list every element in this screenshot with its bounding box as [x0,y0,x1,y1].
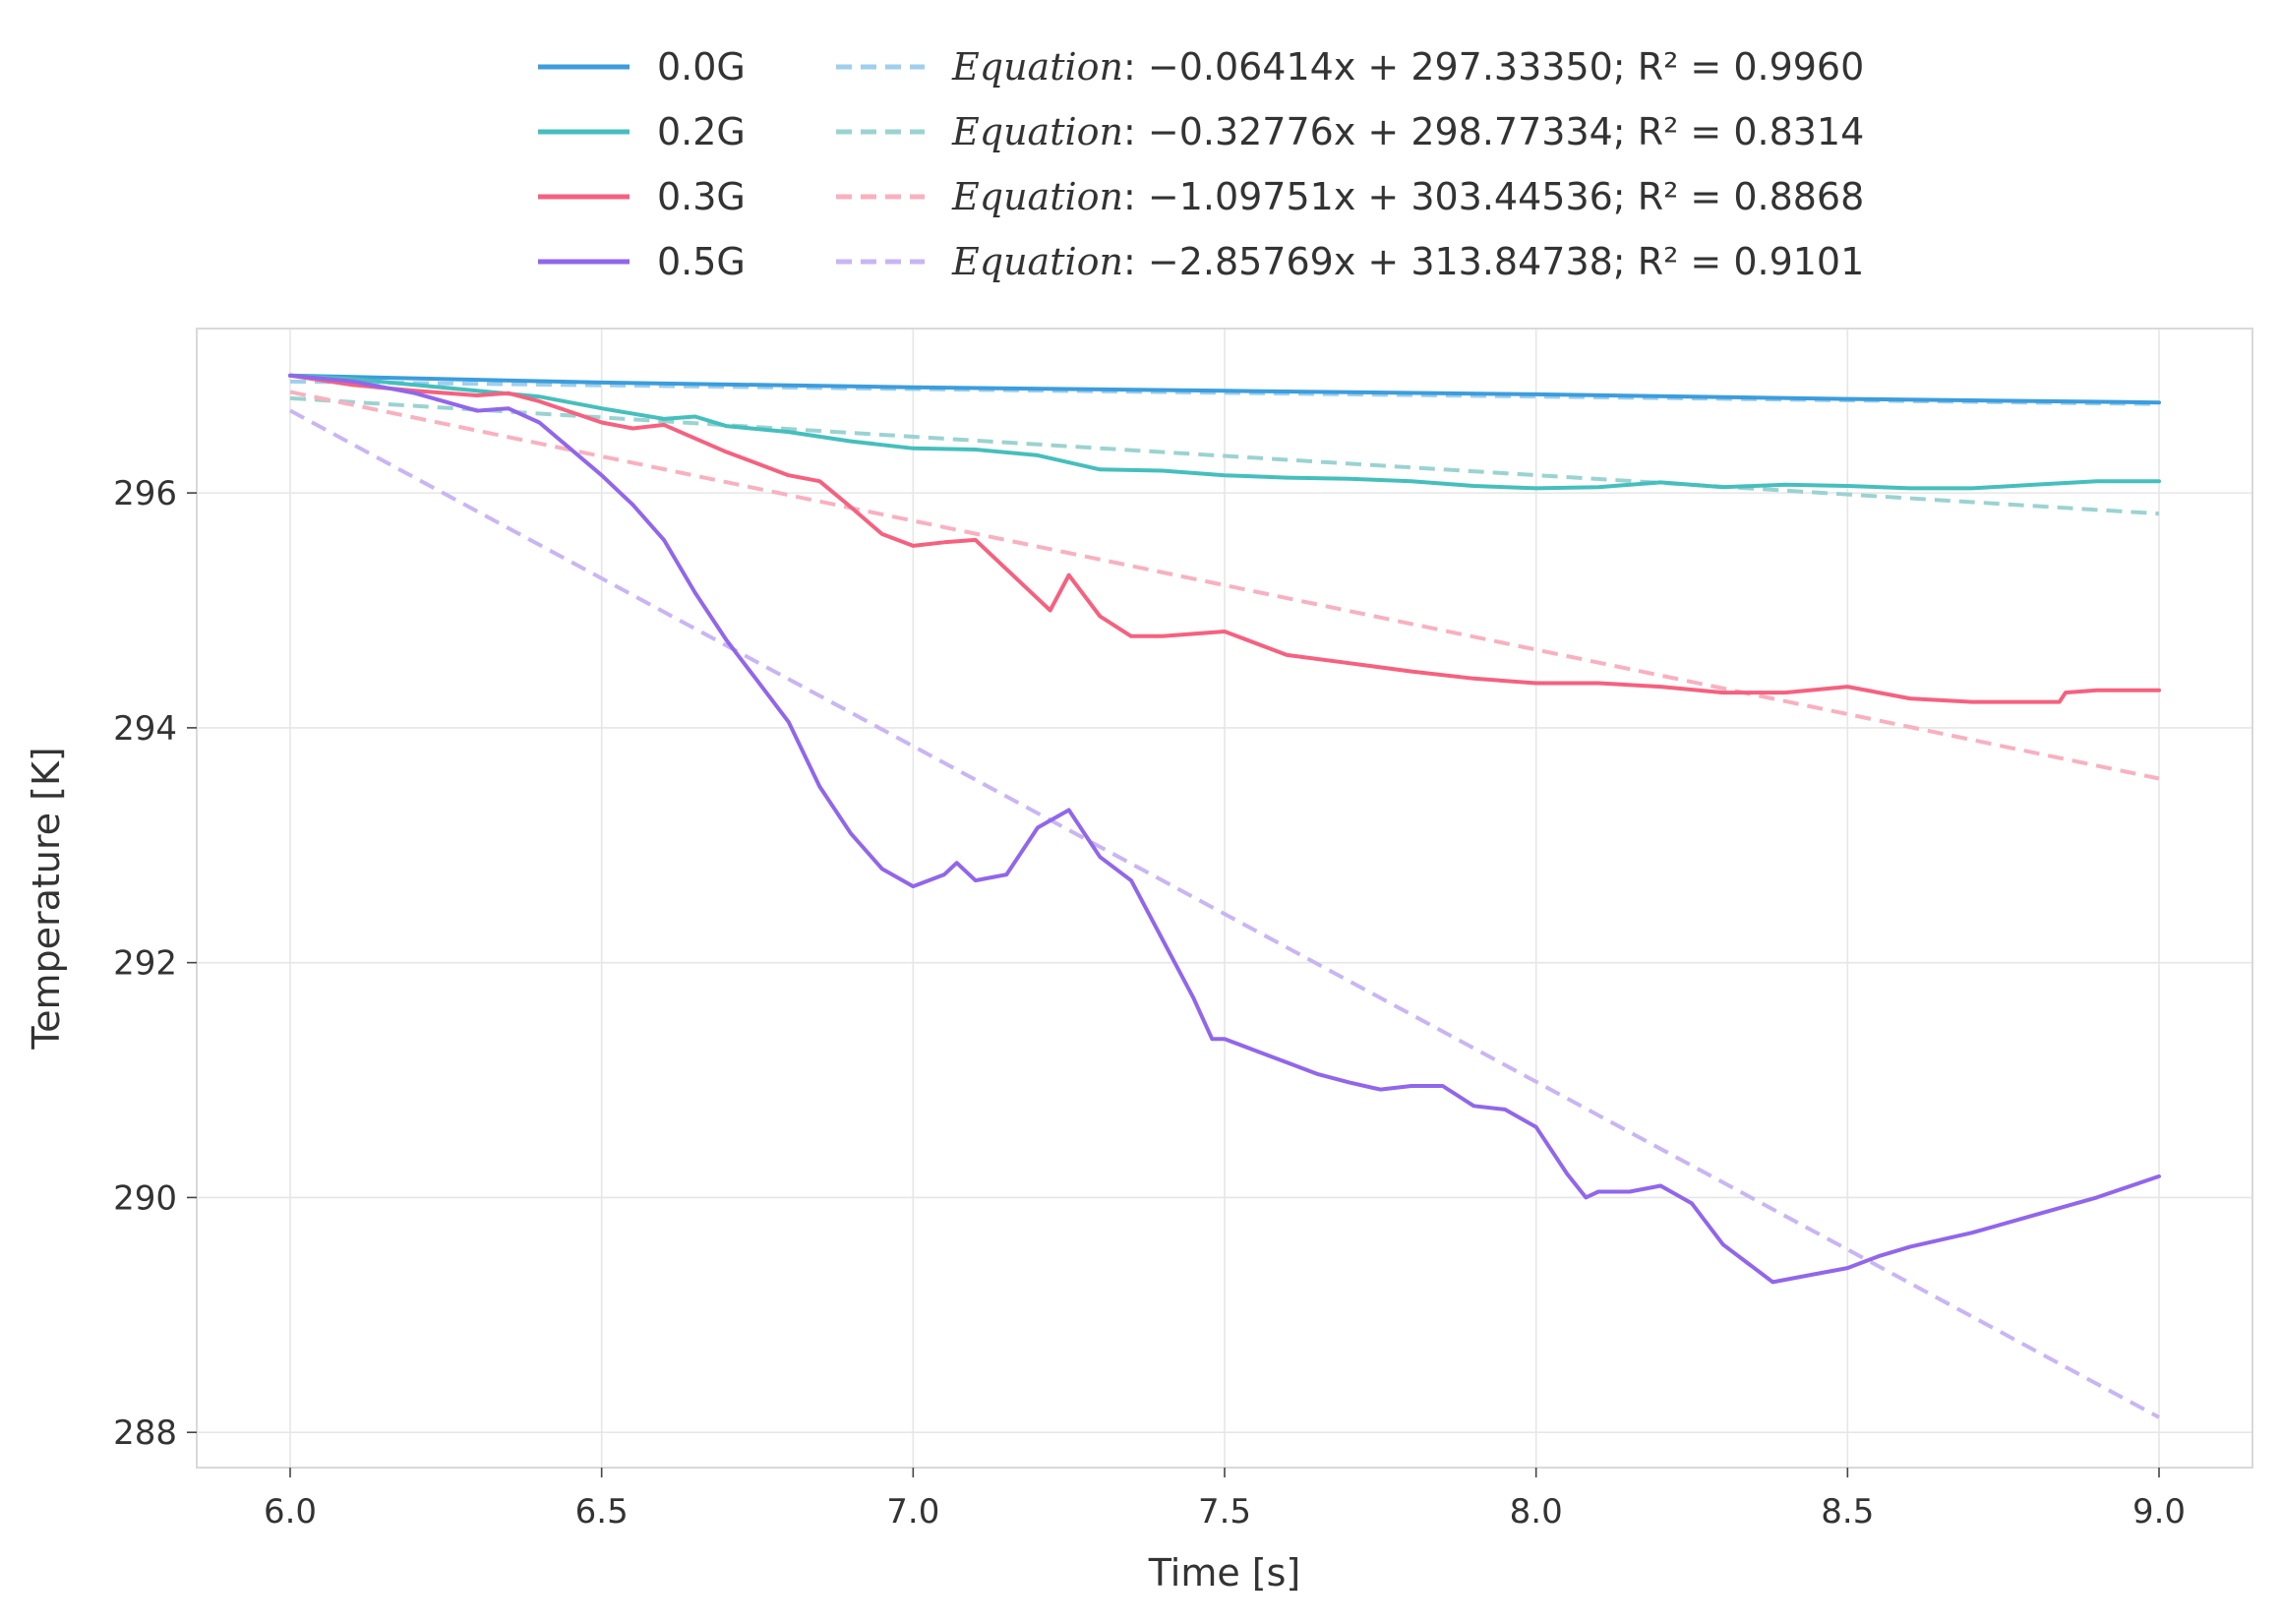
fit-line [289,395,2160,516]
tick-layer: 6.0 6.5 7.0 7.5 8.0 8.5 9.0 288 290 292 294 296 [113,474,2186,1532]
legend-fit-label-prefix: Equation [951,45,1123,89]
x-tick-label: 7.0 [886,1492,939,1532]
legend-fit-label-equation: : −0.32776x + 298.77334; R² = 0.8314 [1123,110,1864,153]
legend-series-label: 0.0G [657,45,746,89]
legend-series-label: 0.5G [657,240,746,283]
legend-series-label: 0.3G [657,175,746,218]
y-tick-label: 292 [113,944,177,984]
series-line [288,373,2161,704]
x-tick-label: 8.5 [1821,1492,1874,1532]
fit-line [289,408,2160,1419]
series-line [288,373,2161,1285]
x-axis-label: Time [s] [1148,1551,1301,1594]
legend-fit-label: Equation: −0.32776x + 298.77334; R² = 0.… [951,110,1864,153]
y-tick-label: 296 [113,474,177,513]
legend-fit-label-equation: : −2.85769x + 313.84738; R² = 0.9101 [1123,240,1864,283]
series-line [288,373,2161,405]
series-line [288,373,2161,491]
legend-fit-label-prefix: Equation [951,175,1123,218]
legend-fit-label: Equation: −2.85769x + 313.84738; R² = 0.… [951,240,1864,283]
x-tick-label: 8.0 [1510,1492,1563,1532]
legend-fit-label-prefix: Equation [951,110,1123,153]
legend-series-label: 0.2G [657,110,746,153]
series-layer [288,373,2161,1285]
legend-fit-label: Equation: −0.06414x + 297.33350; R² = 0.… [951,45,1864,89]
y-axis-label: Temperature [K] [25,747,68,1050]
y-tick-label: 288 [113,1413,177,1453]
x-tick-label: 6.5 [575,1492,629,1532]
legend-fit-label-prefix: Equation [951,240,1123,283]
y-tick-label: 294 [113,709,177,749]
x-tick-label: 6.0 [264,1492,317,1532]
y-tick-label: 290 [113,1178,177,1218]
legend-fit-label: Equation: −1.09751x + 303.44536; R² = 0.… [951,175,1864,218]
x-tick-label: 9.0 [2132,1492,2186,1532]
legend-fit-label-equation: : −1.09751x + 303.44536; R² = 0.8868 [1123,175,1864,218]
legend-fit-label-equation: : −0.06414x + 297.33350; R² = 0.9960 [1123,45,1864,89]
x-tick-label: 7.5 [1198,1492,1251,1532]
